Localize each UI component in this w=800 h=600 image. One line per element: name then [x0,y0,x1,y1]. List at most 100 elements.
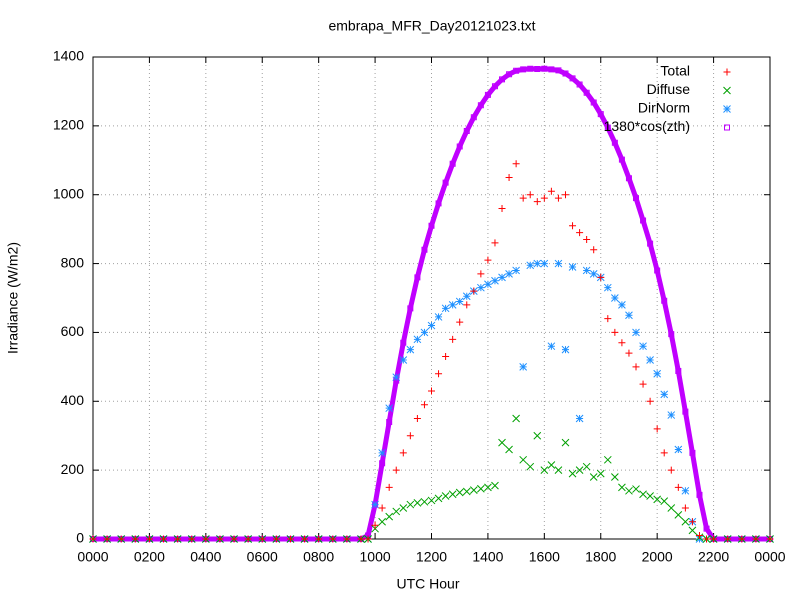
data-point [399,504,408,512]
data-point [541,65,548,72]
data-point [596,469,605,478]
data-point [660,390,669,399]
y-tick-label: 1200 [53,117,84,133]
data-point [131,535,139,543]
data-point [703,535,711,543]
data-point [696,491,703,498]
data-point [371,500,379,509]
data-point [449,335,457,343]
data-point [526,191,534,199]
x-tick-label: 1600 [529,549,560,565]
data-point [540,259,549,268]
data-point [477,283,485,292]
y-tick-label: 0 [76,530,84,546]
data-point [639,380,647,388]
data-point [561,438,570,447]
data-point [618,483,626,492]
data-point [258,535,266,543]
data-point [385,404,394,413]
x-tick-label: 1200 [416,549,447,565]
data-point [435,370,443,378]
data-point [519,194,527,202]
data-point [519,455,528,464]
data-point [681,517,690,526]
data-point [681,486,690,495]
data-point [653,425,661,433]
data-point [413,415,421,422]
data-point [469,486,478,494]
data-point [413,498,422,507]
legend-label: Total [660,63,690,79]
data-point [625,486,633,495]
data-point [498,204,506,212]
data-point [427,321,436,330]
data-point [766,535,774,543]
data-point [160,535,168,543]
data-point [752,535,760,543]
data-point [632,363,640,371]
data-point [540,466,549,474]
data-point [188,535,196,543]
data-point [611,473,619,481]
legend-label: Diffuse [647,81,691,97]
legend-marker [723,86,731,95]
data-point [589,473,598,481]
data-point [618,156,625,163]
data-point [590,246,598,254]
data-point [568,263,577,271]
data-point [526,261,535,270]
data-point [533,198,541,206]
data-point [632,328,640,337]
data-point [505,445,513,454]
y-tick-label: 200 [61,461,85,477]
data-point [554,466,563,474]
y-tick-label: 600 [61,323,85,339]
data-point [329,535,337,543]
data-point [491,239,499,247]
y-tick-label: 1400 [53,48,84,64]
data-point [582,462,591,471]
x-tick-label: 1800 [585,549,616,565]
data-point [244,535,252,543]
data-point [442,179,449,186]
data-point [435,200,442,207]
data-point [675,367,682,374]
data-point [513,67,520,74]
data-point [406,345,415,354]
data-point [498,438,506,447]
data-point [484,280,492,289]
data-point [695,532,703,540]
data-point [117,535,125,543]
data-point [625,349,633,357]
x-axis-label: UTC Hour [396,576,459,592]
data-point [568,469,577,478]
data-point [590,99,597,106]
data-point [603,455,612,464]
y-tick-label: 800 [61,254,85,270]
data-point [420,401,428,409]
data-point [674,511,683,519]
data-point [379,460,386,467]
data-point [674,483,682,491]
data-point [103,535,111,543]
x-tick-label: 0400 [190,549,221,565]
data-point [611,294,619,302]
data-point [392,373,401,382]
data-point [555,67,562,74]
data-point [470,114,477,121]
data-point [420,328,429,337]
data-point [442,353,450,361]
data-point [575,414,584,423]
data-point [554,194,562,202]
data-point [604,315,612,323]
data-point [506,71,513,78]
data-point [661,297,668,304]
data-point [583,235,591,243]
plot-border [92,56,771,540]
data-point [533,259,542,268]
data-point [660,497,669,505]
data-point [378,517,386,526]
data-point [562,70,569,77]
data-point [505,270,513,278]
data-point [646,397,654,405]
